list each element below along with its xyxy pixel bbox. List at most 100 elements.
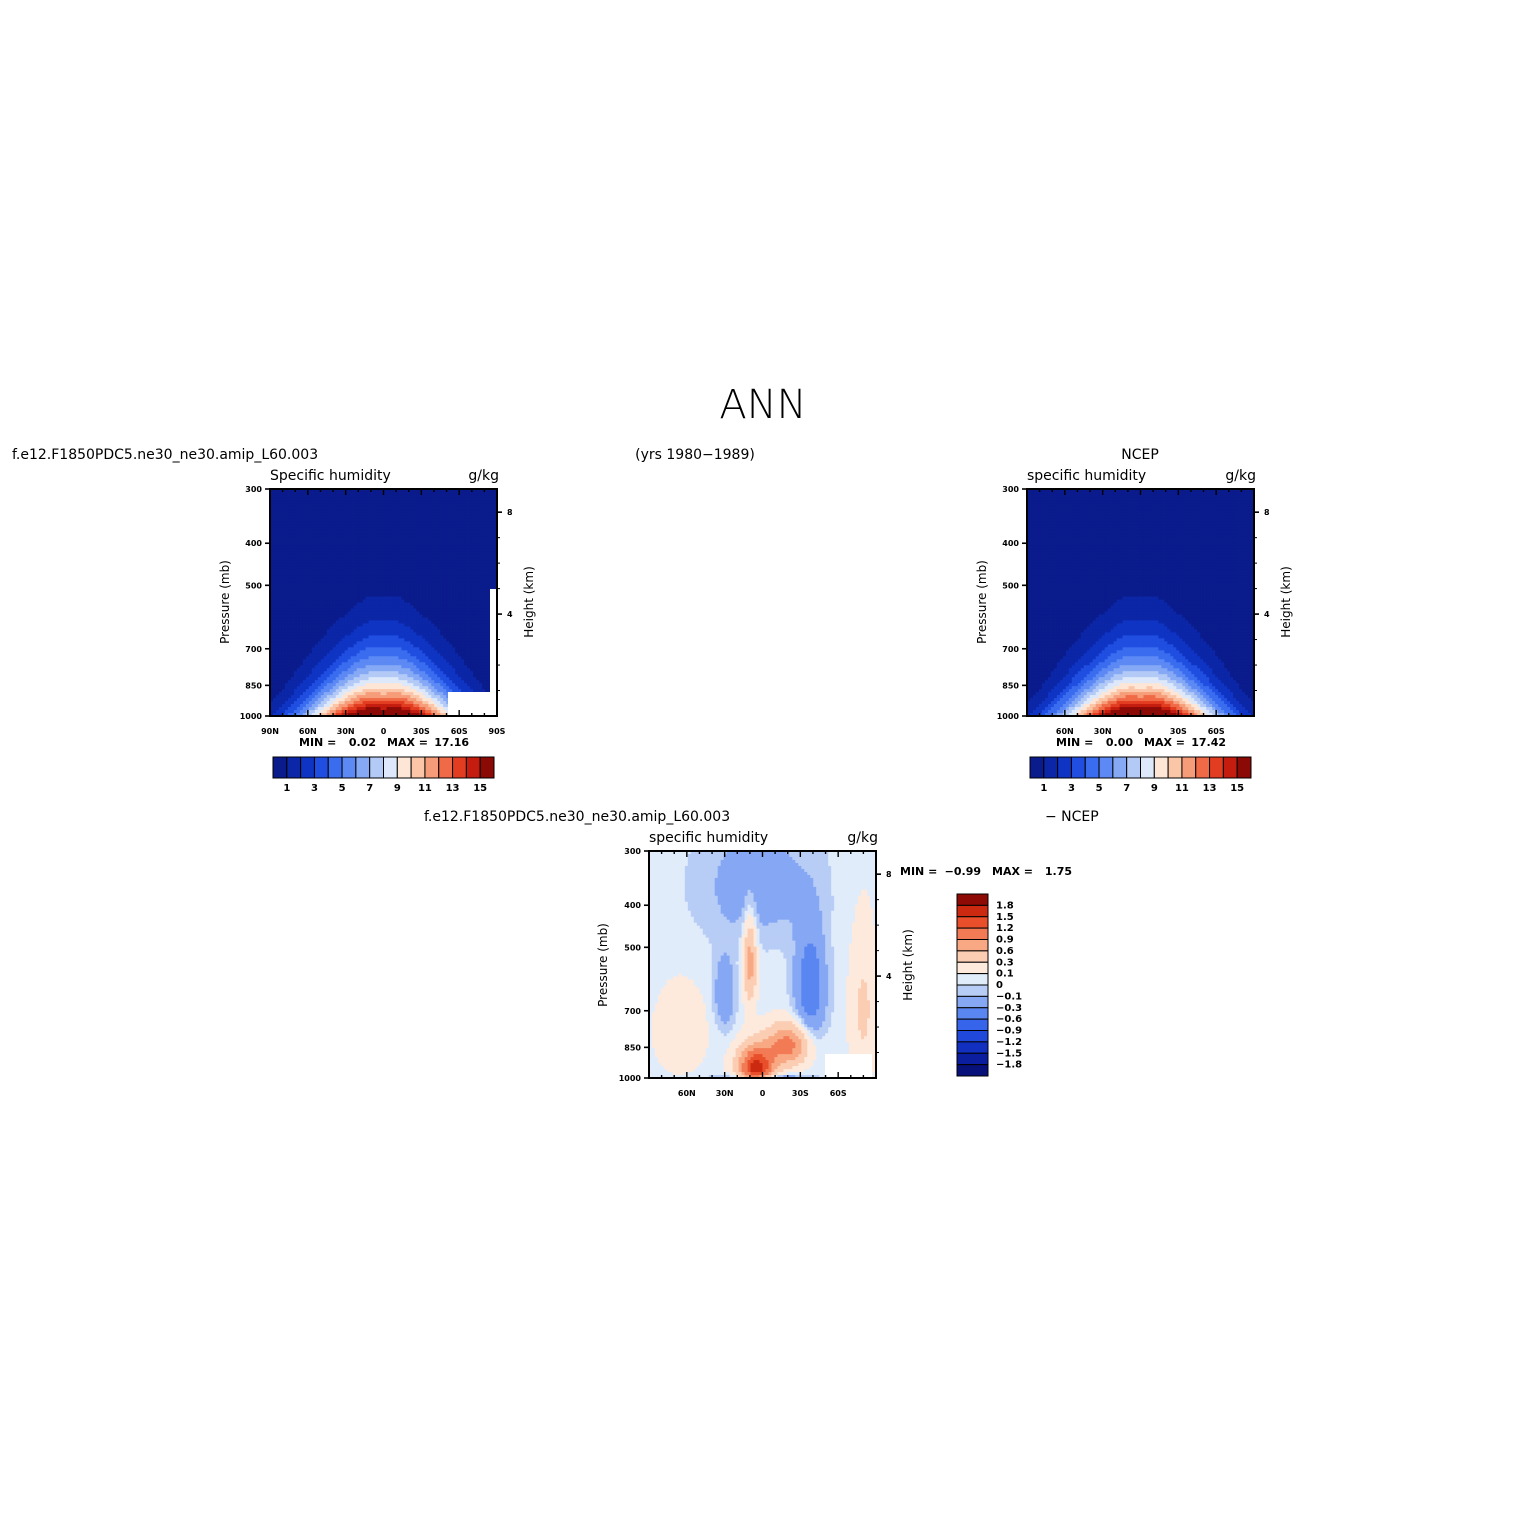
model-field-cell xyxy=(284,548,289,553)
model-field-cell xyxy=(275,611,280,615)
model-field-cell xyxy=(428,626,432,630)
model-field-cell xyxy=(452,530,456,535)
model-field-cell xyxy=(278,524,283,529)
model-field-cell xyxy=(386,560,390,565)
model-field-cell xyxy=(437,518,441,523)
model-field-cell xyxy=(377,686,381,690)
model-field-cell xyxy=(290,713,295,716)
model-field-cell xyxy=(356,605,361,609)
model-field-cell xyxy=(377,644,381,648)
model-field-cell xyxy=(440,548,444,553)
model-field-cell xyxy=(356,650,361,654)
model-field-cell xyxy=(326,638,331,642)
model-field-cell xyxy=(428,599,432,603)
model-field-cell xyxy=(449,536,453,541)
model-field-cell xyxy=(275,698,280,702)
model-field-cell xyxy=(461,521,465,526)
model-field-cell xyxy=(302,680,307,684)
model-field-cell xyxy=(434,614,438,618)
model-field-cell xyxy=(344,542,349,547)
model-field-cell xyxy=(332,518,337,523)
model-field-cell xyxy=(443,608,447,612)
model-field-cell xyxy=(296,647,301,651)
model-field-cell xyxy=(452,575,456,580)
model-field-cell xyxy=(464,623,468,627)
model-field-cell xyxy=(380,623,384,627)
model-field-cell xyxy=(308,506,313,511)
model-field-cell xyxy=(458,554,462,559)
model-field-cell xyxy=(302,506,307,511)
model-field-cell xyxy=(368,566,372,571)
model-field-cell xyxy=(404,539,408,544)
model-field-cell xyxy=(452,560,456,565)
model-field-cell xyxy=(335,503,340,508)
model-field-cell xyxy=(413,629,417,633)
model-field-cell xyxy=(311,491,316,496)
model-field-cell xyxy=(326,542,331,547)
model-field-cell xyxy=(287,632,292,636)
model-field-cell xyxy=(347,698,352,702)
model-field-cell xyxy=(284,491,289,496)
model-field-cell xyxy=(413,638,417,642)
model-field-cell xyxy=(317,677,322,681)
model-field-cell xyxy=(374,587,378,591)
model-field-cell xyxy=(368,512,372,517)
model-field-cell xyxy=(407,575,411,580)
model-field-cell xyxy=(335,551,340,556)
model-field-cell xyxy=(320,704,325,708)
model-field-cell xyxy=(287,638,292,642)
model-field-cell xyxy=(371,653,375,657)
model-field-cell xyxy=(359,671,363,675)
model-field-cell xyxy=(323,698,328,702)
model-field-cell xyxy=(401,530,405,535)
model-field-cell xyxy=(356,512,361,517)
model-field-cell xyxy=(395,584,399,588)
model-field-cell xyxy=(371,518,375,523)
model-field-cell xyxy=(287,572,292,577)
model-field-cell xyxy=(272,683,277,687)
model-field-cell xyxy=(380,584,384,588)
model-field-cell xyxy=(398,665,402,669)
model-field-cell xyxy=(416,551,420,556)
model-field-cell xyxy=(359,644,363,648)
model-field-cell xyxy=(383,587,387,591)
model-field-cell xyxy=(317,599,322,603)
model-field-cell xyxy=(419,587,423,591)
model-field-cell xyxy=(368,569,372,574)
model-field-cell xyxy=(368,698,372,702)
model-field-cell xyxy=(302,707,307,711)
model-field-cell xyxy=(398,563,402,568)
model-field-cell xyxy=(431,584,435,588)
model-field-cell xyxy=(284,683,289,687)
model-field-cell xyxy=(353,563,358,568)
model-field-cell xyxy=(380,692,384,696)
model-field-cell xyxy=(392,611,396,615)
model-field-cell xyxy=(353,524,358,529)
model-field-cell xyxy=(371,539,375,544)
model-field-cell xyxy=(305,674,310,678)
model-field-cell xyxy=(311,584,316,588)
model-field-cell xyxy=(386,575,390,580)
model-field-cell xyxy=(449,686,453,690)
model-field-cell xyxy=(458,590,462,594)
model-field-cell xyxy=(302,659,307,663)
model-field-cell xyxy=(290,617,295,621)
model-field-cell xyxy=(284,551,289,556)
model-field-cell xyxy=(362,587,366,591)
model-field-cell xyxy=(365,551,369,556)
model-field-cell xyxy=(341,620,346,624)
model-field-cell xyxy=(287,596,292,600)
model-field-cell xyxy=(338,572,343,577)
model-field-cell xyxy=(278,674,283,678)
model-field-cell xyxy=(281,647,286,651)
model-field-cell xyxy=(452,533,456,538)
model-field-cell xyxy=(413,584,417,588)
model-field-cell xyxy=(419,578,423,582)
model-field-cell xyxy=(443,686,447,690)
model-field-cell xyxy=(446,689,450,693)
model-field-cell xyxy=(338,620,343,624)
model-field-cell xyxy=(323,569,328,574)
model-field-cell xyxy=(458,509,462,514)
model-field-cell xyxy=(335,584,340,588)
model-field-cell xyxy=(392,650,396,654)
